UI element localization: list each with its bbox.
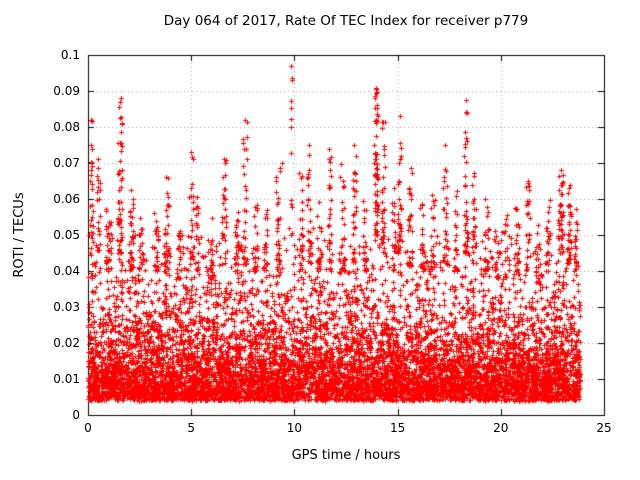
x-tick-label: 25 (596, 421, 612, 435)
x-tick-label: 5 (187, 421, 195, 435)
y-tick-label: 0 (72, 408, 80, 422)
y-tick-label: 0.08 (53, 120, 80, 134)
y-tick-label: 0.07 (53, 156, 80, 170)
x-tick-label: 15 (389, 421, 406, 435)
y-tick-label: 0.04 (53, 264, 80, 278)
y-tick-label: 0.06 (53, 192, 80, 206)
y-tick-label: 0.03 (53, 300, 80, 314)
y-tick-label: 0.1 (60, 48, 80, 62)
y-tick-label: 0.02 (53, 336, 80, 350)
y-axis-label: ROTI / TECUs (12, 192, 27, 278)
y-tick-label: 0.01 (53, 372, 80, 386)
x-tick-label: 0 (84, 421, 92, 435)
y-tick-label: 0.05 (53, 228, 80, 242)
x-tick-label: 20 (493, 421, 509, 435)
y-tick-label: 0.09 (53, 84, 80, 98)
x-tick-label: 10 (286, 421, 303, 435)
chart-title: Day 064 of 2017, Rate Of TEC Index for r… (163, 13, 529, 29)
x-axis-label: GPS time / hours (291, 448, 401, 463)
